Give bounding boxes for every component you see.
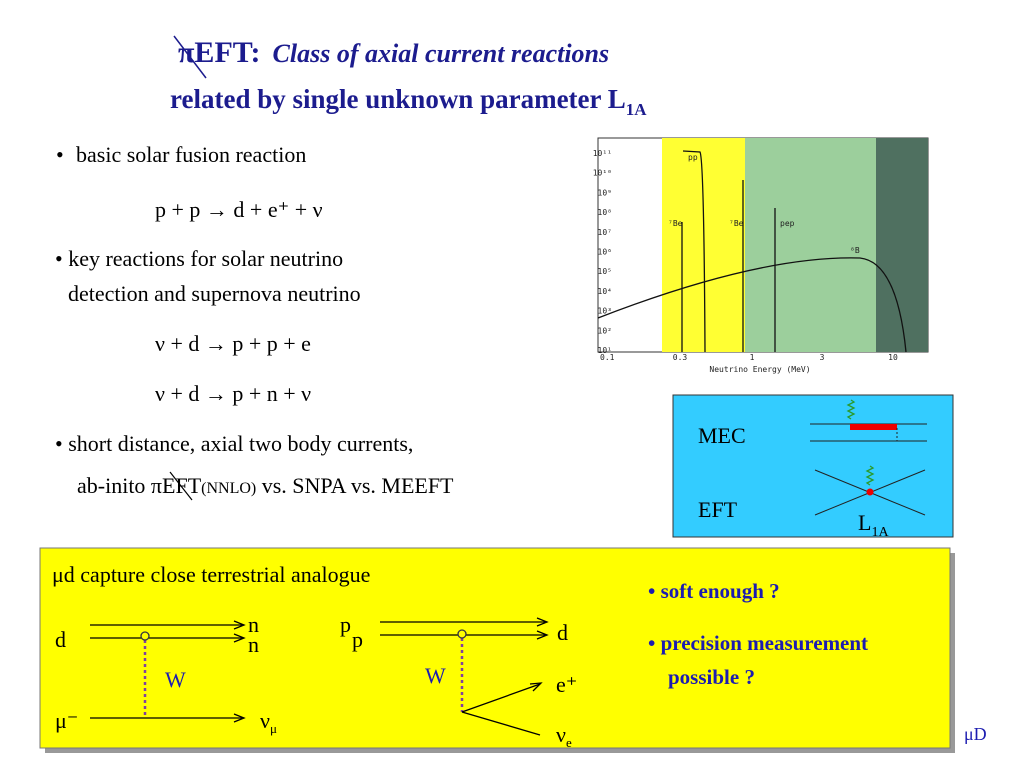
text-part: ab-inito πEFT xyxy=(77,473,202,498)
x-tick-label: 0.3 xyxy=(673,353,688,362)
y-tick-label: 10⁴ xyxy=(598,287,612,296)
arrowhead xyxy=(529,682,543,692)
mec-label: MEC xyxy=(698,423,746,448)
band xyxy=(876,138,928,352)
vertex xyxy=(457,629,467,639)
param-sub: 1A xyxy=(871,525,889,540)
text-part: (NNLO) xyxy=(201,480,256,497)
bullet-text: detection and supernova neutrino xyxy=(68,281,361,306)
particle: p xyxy=(340,612,351,637)
y-tick-label: 10⁹ xyxy=(598,188,612,197)
bullet-text: • key reactions for solar neutrino xyxy=(55,246,343,271)
title-rest: Class of axial current reactions xyxy=(273,39,610,68)
diagram-2 xyxy=(380,617,549,736)
band xyxy=(745,138,876,352)
particle: n xyxy=(248,632,259,657)
vertex xyxy=(140,631,150,641)
particle: p xyxy=(352,627,363,652)
title-sub: 1A xyxy=(626,100,648,119)
pp-curve xyxy=(682,150,706,353)
y-tick-label: 10² xyxy=(598,326,612,335)
spring xyxy=(865,465,875,486)
slash xyxy=(173,35,207,79)
x-axis-label: Neutrino Energy (MeV) xyxy=(709,365,810,374)
x-tick-label: 3 xyxy=(820,353,825,362)
particle-main: ν xyxy=(556,722,566,747)
y-tick-label: 10⁵ xyxy=(598,267,612,276)
question: • soft enough ? xyxy=(648,579,780,603)
diagram-1 xyxy=(90,620,246,723)
y-tick-label: 10⁶ xyxy=(598,248,612,257)
boson-label: W xyxy=(165,667,186,692)
title-lead: πEFT: xyxy=(178,36,261,69)
neutrino-spectrum: pp ⁷Be ⁷Be pep ⁸B Neutrino Energy (MeV) … xyxy=(593,137,929,374)
particle: e⁺ xyxy=(556,672,577,697)
footer: μD xyxy=(964,724,987,744)
particle: d xyxy=(55,627,66,652)
eft-label: EFT xyxy=(698,497,738,522)
particle: νe xyxy=(556,722,572,750)
x-tick-label: 0.1 xyxy=(600,353,615,362)
y-tick-label: 10¹ xyxy=(598,346,612,355)
curve-label: pp xyxy=(688,153,698,162)
capture-heading: μd capture close terrestrial analogue xyxy=(52,562,370,587)
currents-box xyxy=(672,394,954,538)
vertex xyxy=(866,488,874,496)
b8-curve xyxy=(597,257,907,353)
line xyxy=(461,683,541,713)
bullet: • xyxy=(56,142,64,167)
line xyxy=(461,711,541,736)
slash xyxy=(169,471,193,501)
title-line2: related by single unknown parameter L1A xyxy=(170,84,647,119)
curve-label: ⁷Be xyxy=(668,219,683,228)
y-tick-label: 10¹¹ xyxy=(593,149,612,158)
capture-box xyxy=(39,547,951,749)
spring xyxy=(846,399,856,420)
title-line2-text: related by single unknown parameter L xyxy=(170,84,626,114)
title-line1: πEFT: Class of axial current reactions xyxy=(178,36,609,69)
particle: μ⁻ xyxy=(55,708,78,733)
bullet-text: ab-inito πEFT(NNLO) vs. SNPA vs. MEEFT xyxy=(77,473,454,498)
particle: νμ xyxy=(260,708,277,736)
bullet-text: basic solar fusion reaction xyxy=(76,142,306,167)
x-tick-label: 10 xyxy=(888,353,898,362)
curve-label: ⁷Be xyxy=(729,219,744,228)
particle: n xyxy=(248,612,259,637)
y-tick-label: 10⁸ xyxy=(598,208,612,217)
equation: ν + d → p + p + e xyxy=(155,331,311,356)
curve-label: pep xyxy=(780,219,795,228)
particle-main: ν xyxy=(260,708,270,733)
contact xyxy=(850,424,897,430)
param-label: L1A xyxy=(858,510,889,540)
particle-sub: e xyxy=(566,735,572,750)
y-tick-label: 10⁷ xyxy=(598,228,612,237)
question: possible ? xyxy=(668,665,755,689)
particle-sub: μ xyxy=(270,721,277,736)
boson-label: W xyxy=(425,663,446,688)
equation: ν + d → p + n + ν xyxy=(155,381,311,406)
x-tick-label: 1 xyxy=(750,353,755,362)
text-part: vs. SNPA vs. MEEFT xyxy=(256,473,454,498)
bullet-text: • short distance, axial two body current… xyxy=(55,431,413,456)
question: • precision measurement xyxy=(648,631,868,655)
arrowheads xyxy=(536,617,549,640)
param: L xyxy=(858,510,871,535)
y-tick-label: 10³ xyxy=(598,307,612,316)
curve-label: ⁸B xyxy=(850,246,860,255)
arrowheads xyxy=(233,620,246,723)
particle: d xyxy=(557,620,568,645)
equation: p + p → d + e⁺ + ν xyxy=(155,197,323,222)
y-tick-label: 10¹⁰ xyxy=(593,169,612,178)
